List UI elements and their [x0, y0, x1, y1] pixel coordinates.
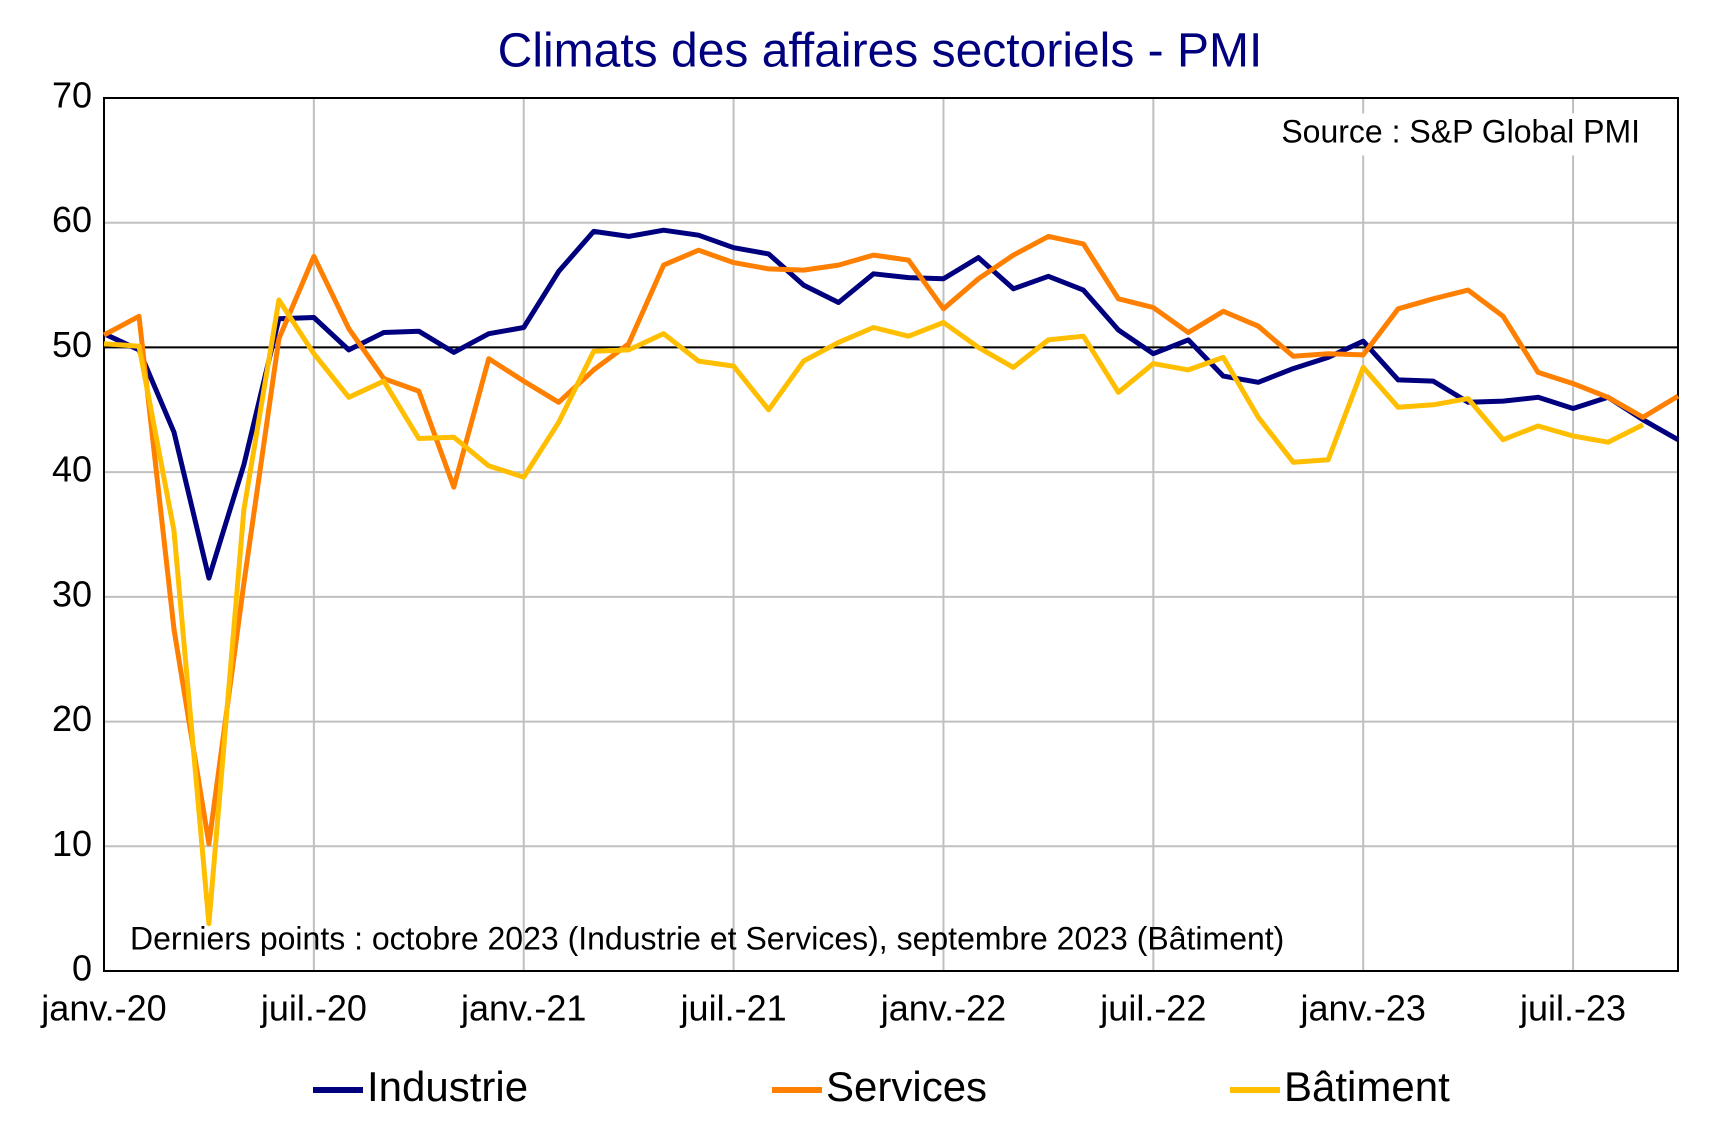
- x-tick-label: janv.-23: [1299, 988, 1425, 1029]
- legend-label: Bâtiment: [1284, 1063, 1450, 1110]
- plot-frame: [103, 97, 1679, 972]
- legend-label: Services: [826, 1063, 987, 1110]
- series-line: [103, 297, 1645, 927]
- series-line: [102, 227, 1680, 581]
- x-tick-label: juil.-22: [1099, 988, 1206, 1029]
- chart-title: Climats des affaires sectoriels - PMI: [498, 25, 1263, 78]
- series-line: [102, 233, 1680, 847]
- source-note: Source : S&P Global PMI: [1281, 113, 1640, 149]
- y-tick-label: 0: [72, 948, 92, 989]
- x-tick-label: janv.-20: [40, 988, 166, 1029]
- y-tick-label: 30: [52, 573, 92, 614]
- y-tick-label: 70: [52, 75, 92, 116]
- y-tick-label: 20: [52, 698, 92, 739]
- x-tick-label: juil.-21: [680, 988, 787, 1029]
- x-tick-label: janv.-22: [880, 988, 1006, 1029]
- legend-label: Industrie: [367, 1063, 528, 1110]
- x-tick-label: janv.-21: [460, 988, 586, 1029]
- y-tick-label: 60: [52, 199, 92, 240]
- y-tick-label: 50: [52, 324, 92, 365]
- y-tick-label: 10: [52, 823, 92, 864]
- x-tick-label: juil.-23: [1519, 988, 1626, 1029]
- footnote: Derniers points : octobre 2023 (Industri…: [130, 920, 1284, 956]
- x-tick-label: juil.-20: [260, 988, 367, 1029]
- source-bg: [1277, 113, 1644, 156]
- y-tick-label: 40: [52, 449, 92, 490]
